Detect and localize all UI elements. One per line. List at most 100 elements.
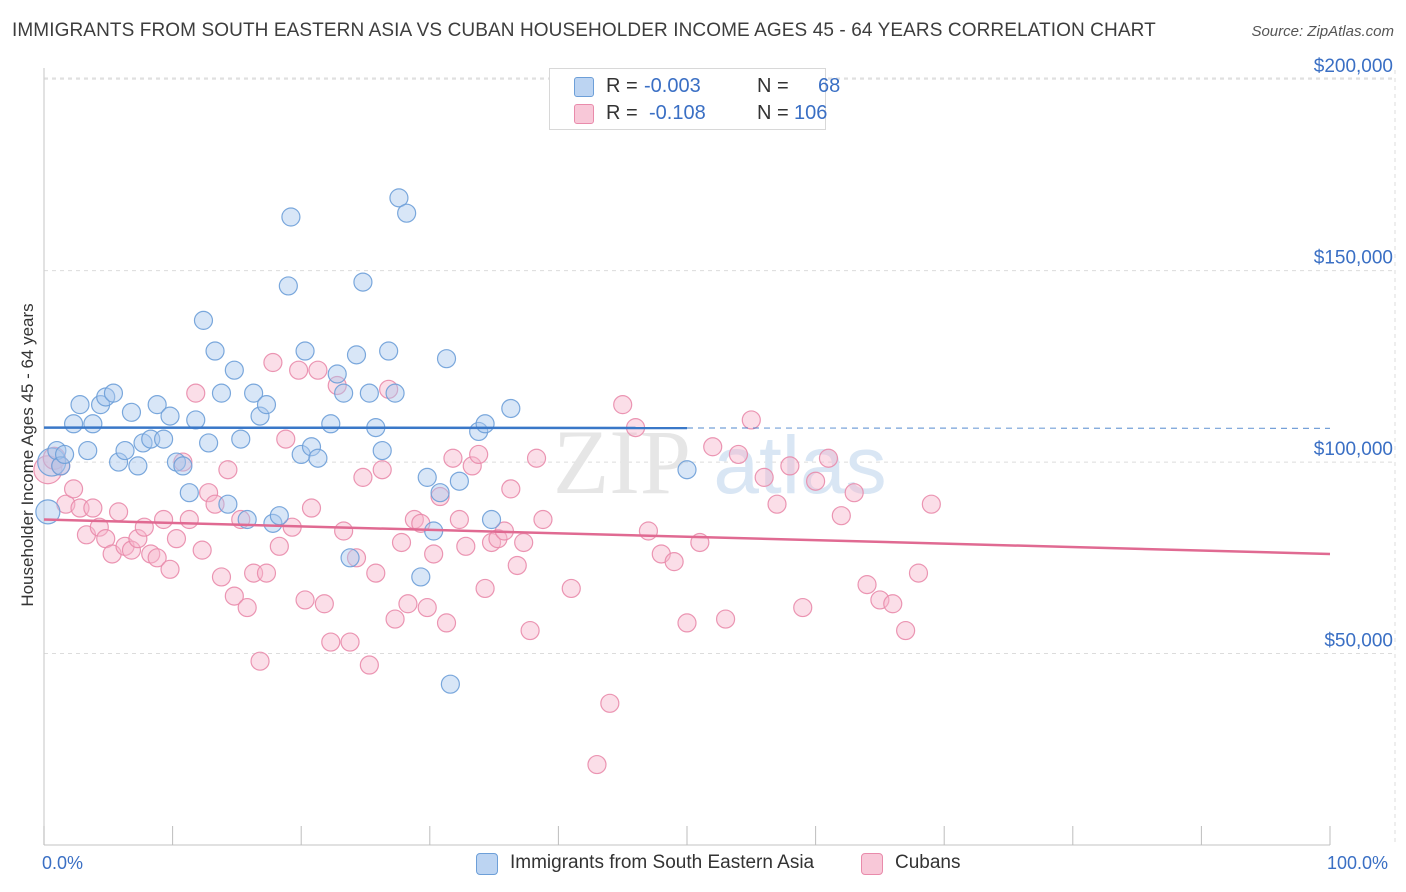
point-sea (372, 440, 392, 461)
point-cubans (263, 352, 283, 373)
point-cubans (587, 754, 607, 775)
point-sea (193, 310, 214, 330)
point-sea (301, 437, 322, 457)
point-cubans (443, 448, 463, 468)
point-cubans (372, 460, 392, 480)
y-axis-title: Householder Income Ages 45 - 64 years (18, 303, 37, 607)
point-sea (211, 383, 232, 403)
point-cubans (507, 555, 527, 576)
point-sea (269, 506, 289, 526)
point-cubans (514, 532, 534, 553)
point-cubans (250, 651, 270, 671)
point-sea (359, 383, 379, 403)
point-cubans (83, 498, 103, 518)
point-cubans (818, 448, 839, 468)
point-cubans (89, 517, 109, 537)
legend-r-value-cubans: -0.108 (649, 102, 706, 124)
point-cubans (179, 509, 199, 530)
point-cubans (334, 521, 354, 541)
legend-swatch-sea (574, 77, 594, 97)
point-sea (83, 414, 103, 434)
point-sea (436, 349, 457, 369)
y-tick-label: $50,000 (1324, 631, 1393, 652)
point-cubans (186, 383, 206, 403)
point-cubans (327, 375, 347, 396)
point-cubans (308, 360, 328, 380)
point-cubans (353, 467, 373, 487)
point-cubans (488, 529, 508, 549)
point-cubans (805, 471, 826, 491)
point-sea (475, 414, 495, 434)
point-cubans (921, 494, 941, 514)
legend-r-label-cubans: R = (606, 102, 638, 124)
point-cubans (289, 360, 309, 380)
point-cubans (128, 529, 148, 549)
point-sea (218, 494, 238, 514)
point-sea (481, 509, 502, 530)
legend-n-label-cubans: N = (757, 102, 789, 124)
legend-r-label-sea: R = (606, 75, 638, 97)
point-cubans (269, 536, 289, 556)
point-sea (677, 460, 697, 480)
source-label: Source: ZipAtlas.com (1251, 23, 1394, 40)
point-sea (173, 456, 193, 476)
point-sea (63, 414, 84, 434)
point-cubans (314, 594, 334, 614)
bottom-legend-label-cubans: Cubans (895, 852, 961, 873)
point-sea (153, 429, 174, 449)
point-cubans (33, 455, 63, 485)
bottom-legend-swatch-sea (476, 853, 498, 875)
point-cubans (908, 563, 929, 583)
point-cubans (741, 410, 761, 430)
point-cubans (256, 563, 277, 583)
point-sea (78, 440, 98, 461)
point-sea (199, 433, 219, 453)
point-cubans (385, 609, 405, 629)
point-cubans (883, 594, 903, 614)
point-sea (147, 395, 167, 415)
point-sea (51, 456, 71, 476)
point-cubans (192, 540, 212, 560)
point-sea (224, 360, 244, 380)
point-cubans (153, 509, 174, 530)
point-cubans (754, 467, 774, 487)
point-cubans (224, 586, 244, 606)
point-cubans (108, 502, 129, 522)
point-cubans (896, 620, 916, 641)
bottom-legend-label-sea: Immigrants from South Eastern Asia (510, 852, 815, 873)
point-cubans (780, 456, 800, 476)
point-cubans (276, 429, 296, 449)
point-cubans (147, 548, 167, 568)
point-cubans (166, 529, 187, 549)
point-sea (179, 483, 199, 503)
point-cubans (121, 540, 142, 560)
series-cubans (33, 352, 941, 775)
point-sea (346, 345, 367, 365)
series-sea (35, 188, 697, 694)
point-cubans (857, 575, 877, 595)
point-cubans (398, 594, 418, 614)
point-cubans (456, 536, 476, 556)
point-sea (160, 406, 180, 426)
point-sea (121, 402, 142, 422)
point-cubans (561, 578, 581, 599)
point-sea (35, 499, 61, 525)
point-cubans (211, 567, 232, 587)
point-cubans (391, 532, 412, 553)
point-sea (205, 341, 225, 361)
point-sea (440, 674, 460, 694)
point-cubans (424, 544, 444, 564)
watermark-atlas: atlas (713, 420, 886, 511)
legend-n-label-sea: N = (757, 75, 789, 97)
point-cubans (449, 509, 469, 530)
point-sea (430, 483, 450, 503)
x-tick-label-max: 100.0% (1327, 853, 1389, 873)
trend-line-cubans (43, 518, 1331, 556)
x-tick-label-min: 0.0% (42, 853, 84, 873)
point-sea (411, 567, 431, 587)
point-sea (231, 429, 251, 449)
point-cubans (417, 597, 437, 618)
point-sea (244, 383, 264, 403)
point-sea (389, 188, 409, 208)
